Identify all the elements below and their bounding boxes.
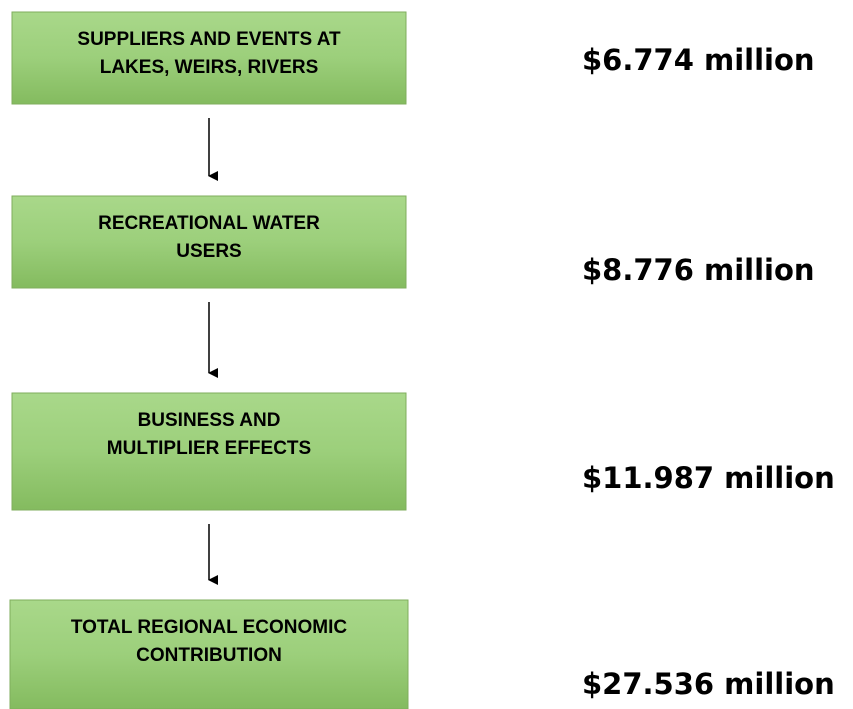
amount: $8.776 million: [582, 253, 815, 287]
node-label: MULTIPLIER EFFECTS: [107, 438, 311, 459]
node-box: [11, 195, 407, 289]
node-label: BUSINESS AND: [138, 410, 281, 431]
node-label: SUPPLIERS AND EVENTS AT: [77, 29, 341, 50]
node-label: LAKES, WEIRS, RIVERS: [100, 57, 319, 78]
amount: $11.987 million: [582, 461, 835, 495]
node-box: [9, 599, 409, 709]
node-label: CONTRIBUTION: [136, 645, 282, 666]
amount: $27.536 million: [582, 667, 835, 701]
node-label: USERS: [176, 241, 241, 262]
flow: SUPPLIERS AND EVENTS AT LAKES, WEIRS, RIV…: [9, 11, 835, 709]
node-label: TOTAL REGIONAL ECONOMIC: [71, 617, 347, 638]
node-label: RECREATIONAL WATER: [98, 213, 320, 234]
amount: $6.774 million: [582, 43, 815, 77]
node-box: [11, 11, 407, 105]
node-box: [11, 392, 407, 511]
